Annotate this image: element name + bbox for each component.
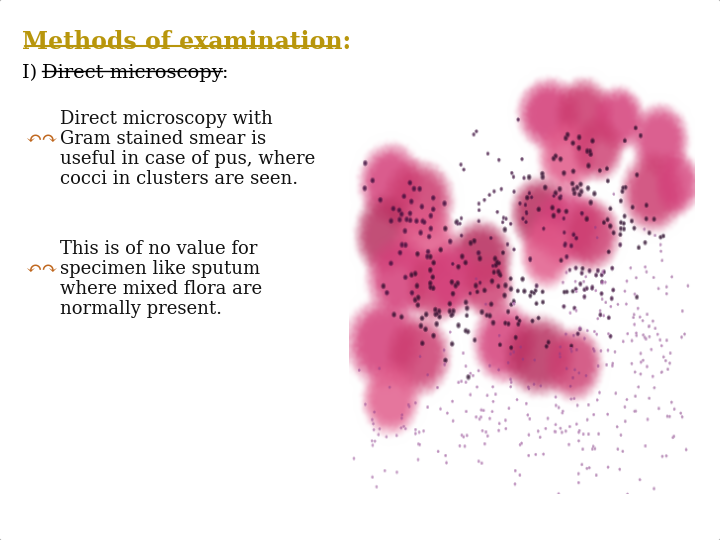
Text: I): I): [22, 64, 43, 82]
Text: normally present.: normally present.: [60, 300, 222, 318]
Text: Direct microscopy with: Direct microscopy with: [60, 110, 273, 128]
Text: Gram stained smear is: Gram stained smear is: [60, 130, 266, 148]
Text: :: :: [222, 64, 228, 82]
Text: useful in case of pus, where: useful in case of pus, where: [60, 150, 315, 168]
Text: cocci in clusters are seen.: cocci in clusters are seen.: [60, 170, 298, 188]
Text: where mixed flora are: where mixed flora are: [60, 280, 262, 298]
Text: ↶↷: ↶↷: [26, 131, 58, 149]
Text: Methods of examination:: Methods of examination:: [22, 30, 351, 54]
Text: Direct microscopy: Direct microscopy: [42, 64, 222, 82]
Text: specimen like sputum: specimen like sputum: [60, 260, 260, 278]
Text: ↶↷: ↶↷: [26, 261, 58, 279]
Text: This is of no value for: This is of no value for: [60, 240, 257, 258]
